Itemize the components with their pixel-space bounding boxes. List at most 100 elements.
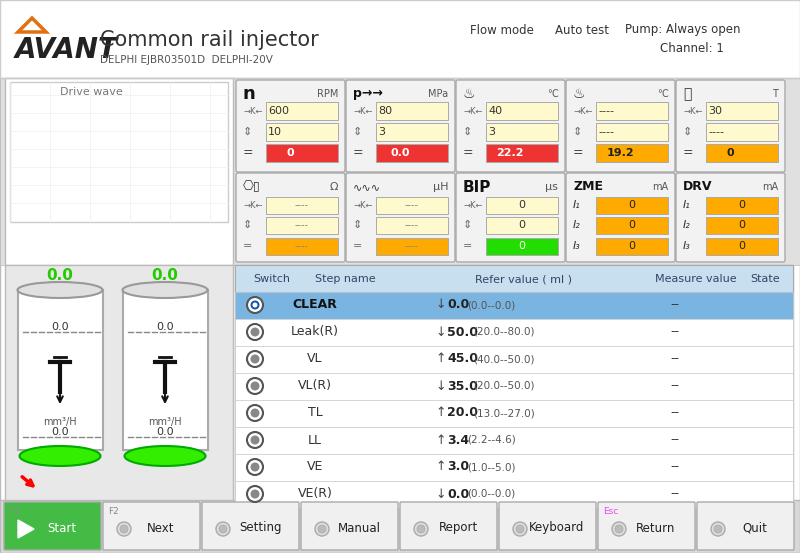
Text: Drive wave: Drive wave xyxy=(60,87,122,97)
FancyBboxPatch shape xyxy=(676,173,785,262)
Text: 0: 0 xyxy=(629,241,635,251)
Text: →K←: →K← xyxy=(353,107,373,116)
Bar xyxy=(706,238,778,255)
Text: Ω: Ω xyxy=(330,182,338,192)
Text: 0.0: 0.0 xyxy=(447,488,470,500)
FancyBboxPatch shape xyxy=(456,173,565,262)
FancyBboxPatch shape xyxy=(236,80,345,172)
Text: (1.0--5.0): (1.0--5.0) xyxy=(467,462,515,472)
Bar xyxy=(376,123,448,141)
Bar xyxy=(235,454,793,481)
Text: I₁: I₁ xyxy=(573,200,581,210)
Circle shape xyxy=(250,409,259,418)
Text: 35.0: 35.0 xyxy=(447,379,478,393)
Bar xyxy=(0,500,800,553)
Text: =: = xyxy=(683,147,694,159)
Bar xyxy=(5,78,233,265)
Text: I₂: I₂ xyxy=(573,220,581,230)
Text: (13.0--27.0): (13.0--27.0) xyxy=(473,408,534,418)
Text: Manual: Manual xyxy=(338,521,381,535)
Text: =: = xyxy=(243,147,254,159)
Text: VL: VL xyxy=(307,352,322,366)
Circle shape xyxy=(417,525,425,533)
Text: --: -- xyxy=(670,461,679,473)
Circle shape xyxy=(247,297,263,313)
Bar xyxy=(266,144,338,162)
Text: 0: 0 xyxy=(286,148,294,158)
FancyBboxPatch shape xyxy=(346,80,455,172)
FancyBboxPatch shape xyxy=(4,502,101,550)
Bar xyxy=(235,319,793,346)
Bar xyxy=(0,78,800,265)
FancyBboxPatch shape xyxy=(697,502,794,550)
Text: p→→: p→→ xyxy=(353,87,383,101)
Bar xyxy=(596,217,668,234)
Bar xyxy=(706,102,778,120)
Text: →K←: →K← xyxy=(573,107,593,116)
Circle shape xyxy=(216,522,230,536)
Text: ----: ---- xyxy=(405,200,419,210)
Bar xyxy=(266,123,338,141)
Text: --: -- xyxy=(670,379,679,393)
Bar xyxy=(235,373,793,400)
Text: BIP: BIP xyxy=(463,180,491,195)
Text: VL(R): VL(R) xyxy=(298,379,332,393)
Text: (2.2--4.6): (2.2--4.6) xyxy=(467,435,516,445)
Text: 0: 0 xyxy=(629,200,635,210)
Bar xyxy=(596,197,668,214)
Circle shape xyxy=(247,486,263,502)
FancyBboxPatch shape xyxy=(202,502,299,550)
Bar xyxy=(238,82,343,100)
Bar xyxy=(596,102,668,120)
Circle shape xyxy=(250,436,259,445)
Bar xyxy=(568,82,673,100)
Text: --: -- xyxy=(670,434,679,446)
Text: mm³/H: mm³/H xyxy=(43,417,77,427)
Text: mA: mA xyxy=(762,182,778,192)
Text: ----: ---- xyxy=(405,220,419,230)
Text: Leak(R): Leak(R) xyxy=(291,326,339,338)
Ellipse shape xyxy=(19,446,101,466)
Text: Pump: Always open: Pump: Always open xyxy=(625,23,741,36)
Bar xyxy=(486,123,558,141)
Text: --: -- xyxy=(670,326,679,338)
Bar xyxy=(486,144,558,162)
Text: ↑: ↑ xyxy=(435,352,446,366)
Text: I₃: I₃ xyxy=(573,241,581,251)
Ellipse shape xyxy=(125,446,206,466)
Text: ----: ---- xyxy=(708,127,724,137)
Circle shape xyxy=(615,525,623,533)
Circle shape xyxy=(714,525,722,533)
FancyBboxPatch shape xyxy=(400,502,497,550)
Text: 0.0: 0.0 xyxy=(156,322,174,332)
Bar xyxy=(458,82,563,100)
Text: 0: 0 xyxy=(738,200,746,210)
Text: ⇕: ⇕ xyxy=(243,127,252,137)
Text: RPM: RPM xyxy=(317,89,338,99)
FancyBboxPatch shape xyxy=(236,173,345,262)
Text: 0: 0 xyxy=(738,220,746,230)
Bar xyxy=(486,102,558,120)
Text: Keyboard: Keyboard xyxy=(530,521,585,535)
Text: (0.0--0.0): (0.0--0.0) xyxy=(467,300,515,310)
Text: →K←: →K← xyxy=(683,107,702,116)
Text: 40: 40 xyxy=(488,106,502,116)
Text: T: T xyxy=(772,89,778,99)
Text: =: = xyxy=(463,241,472,251)
Text: =: = xyxy=(463,147,474,159)
Text: ----: ---- xyxy=(295,220,309,230)
FancyBboxPatch shape xyxy=(499,502,596,550)
Bar xyxy=(348,82,453,100)
Text: 10: 10 xyxy=(268,127,282,137)
Text: 0.0: 0.0 xyxy=(390,148,410,158)
Text: ----: ---- xyxy=(598,127,614,137)
Text: F1: F1 xyxy=(9,508,20,517)
Text: 3: 3 xyxy=(378,127,385,137)
Text: ⇕: ⇕ xyxy=(353,127,362,137)
Circle shape xyxy=(250,462,259,472)
Ellipse shape xyxy=(18,282,102,298)
FancyBboxPatch shape xyxy=(103,502,200,550)
Text: Return: Return xyxy=(636,521,676,535)
FancyBboxPatch shape xyxy=(301,502,398,550)
Text: 0.0: 0.0 xyxy=(51,322,69,332)
